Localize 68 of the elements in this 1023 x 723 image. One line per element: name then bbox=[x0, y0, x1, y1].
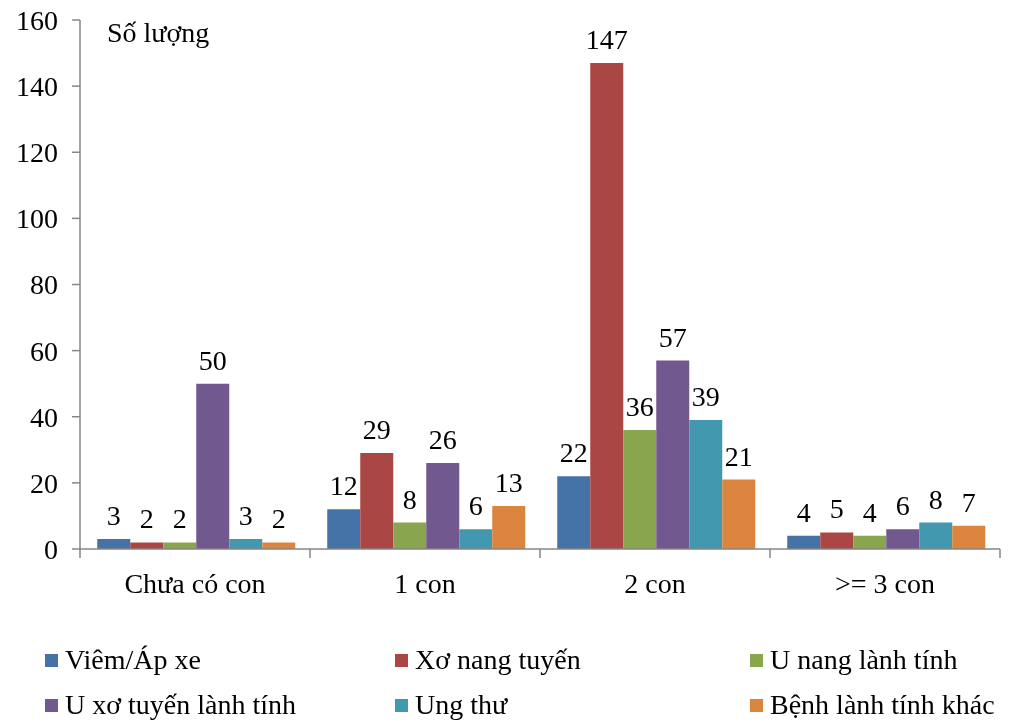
bar bbox=[886, 529, 920, 549]
y-tick-label: 100 bbox=[16, 203, 58, 235]
x-tick-label: Chưa có con bbox=[124, 568, 266, 599]
y-tick-label: 120 bbox=[16, 137, 58, 169]
data-label: 22 bbox=[559, 437, 588, 469]
bar bbox=[459, 529, 493, 549]
bar bbox=[820, 532, 854, 549]
data-label: 39 bbox=[691, 381, 720, 413]
bar bbox=[656, 360, 690, 549]
bar bbox=[952, 525, 986, 549]
x-tick-label: 2 con bbox=[624, 568, 686, 599]
y-tick-label: 0 bbox=[44, 533, 58, 565]
bar bbox=[196, 383, 230, 549]
data-label: 2 bbox=[172, 503, 187, 535]
data-label: 21 bbox=[724, 440, 753, 472]
legend-label: U nang lành tính bbox=[770, 644, 958, 676]
data-label: 26 bbox=[428, 424, 457, 456]
bar bbox=[787, 535, 821, 549]
legend-label: Ung thư bbox=[415, 689, 508, 721]
y-tick-label: 140 bbox=[16, 71, 58, 103]
data-label: 6 bbox=[468, 490, 483, 522]
data-label: 2 bbox=[271, 503, 286, 535]
y-axis-title: Số lượng bbox=[107, 17, 210, 48]
bar bbox=[262, 542, 296, 549]
bar bbox=[327, 509, 361, 549]
bar bbox=[130, 542, 164, 549]
bar bbox=[919, 522, 953, 549]
data-label: 147 bbox=[585, 23, 628, 55]
y-tick-label: 60 bbox=[30, 335, 58, 367]
bar bbox=[623, 429, 657, 549]
data-label: 8 bbox=[928, 483, 943, 515]
y-tick-label: 20 bbox=[30, 467, 58, 499]
data-label: 36 bbox=[625, 390, 654, 422]
bar bbox=[722, 479, 756, 549]
legend-label: U xơ tuyến lành tính bbox=[65, 689, 296, 721]
x-tick-label: 1 con bbox=[394, 568, 456, 599]
data-label: 4 bbox=[796, 496, 811, 528]
bar bbox=[393, 522, 427, 549]
bar bbox=[163, 542, 197, 549]
x-tick-label: >= 3 con bbox=[834, 568, 936, 599]
data-label: 12 bbox=[329, 470, 358, 502]
legend-label: Viêm/Áp xe bbox=[65, 644, 201, 676]
bar bbox=[492, 506, 526, 549]
bar bbox=[853, 535, 887, 549]
y-tick-label: 40 bbox=[30, 401, 58, 433]
data-label: 3 bbox=[106, 500, 121, 532]
data-label: 8 bbox=[402, 483, 417, 515]
bar bbox=[229, 539, 263, 549]
data-label: 29 bbox=[362, 414, 391, 446]
data-label: 4 bbox=[862, 496, 877, 528]
data-label: 7 bbox=[961, 486, 976, 518]
y-tick-label: 80 bbox=[30, 269, 58, 301]
legend-label: Xơ nang tuyến bbox=[415, 644, 581, 676]
bar bbox=[426, 463, 460, 549]
bar bbox=[689, 420, 723, 549]
bar bbox=[557, 476, 591, 549]
data-label: 50 bbox=[198, 344, 227, 376]
legend-label: Bệnh lành tính khác bbox=[770, 689, 995, 721]
bar bbox=[97, 539, 131, 549]
data-label: 6 bbox=[895, 490, 910, 522]
data-label: 13 bbox=[494, 467, 523, 499]
bar bbox=[590, 62, 624, 549]
data-label: 2 bbox=[139, 503, 154, 535]
y-tick-label: 160 bbox=[16, 4, 58, 36]
data-label: 3 bbox=[238, 500, 253, 532]
data-label: 5 bbox=[829, 493, 844, 525]
data-label: 57 bbox=[658, 321, 687, 353]
bar bbox=[360, 453, 394, 549]
